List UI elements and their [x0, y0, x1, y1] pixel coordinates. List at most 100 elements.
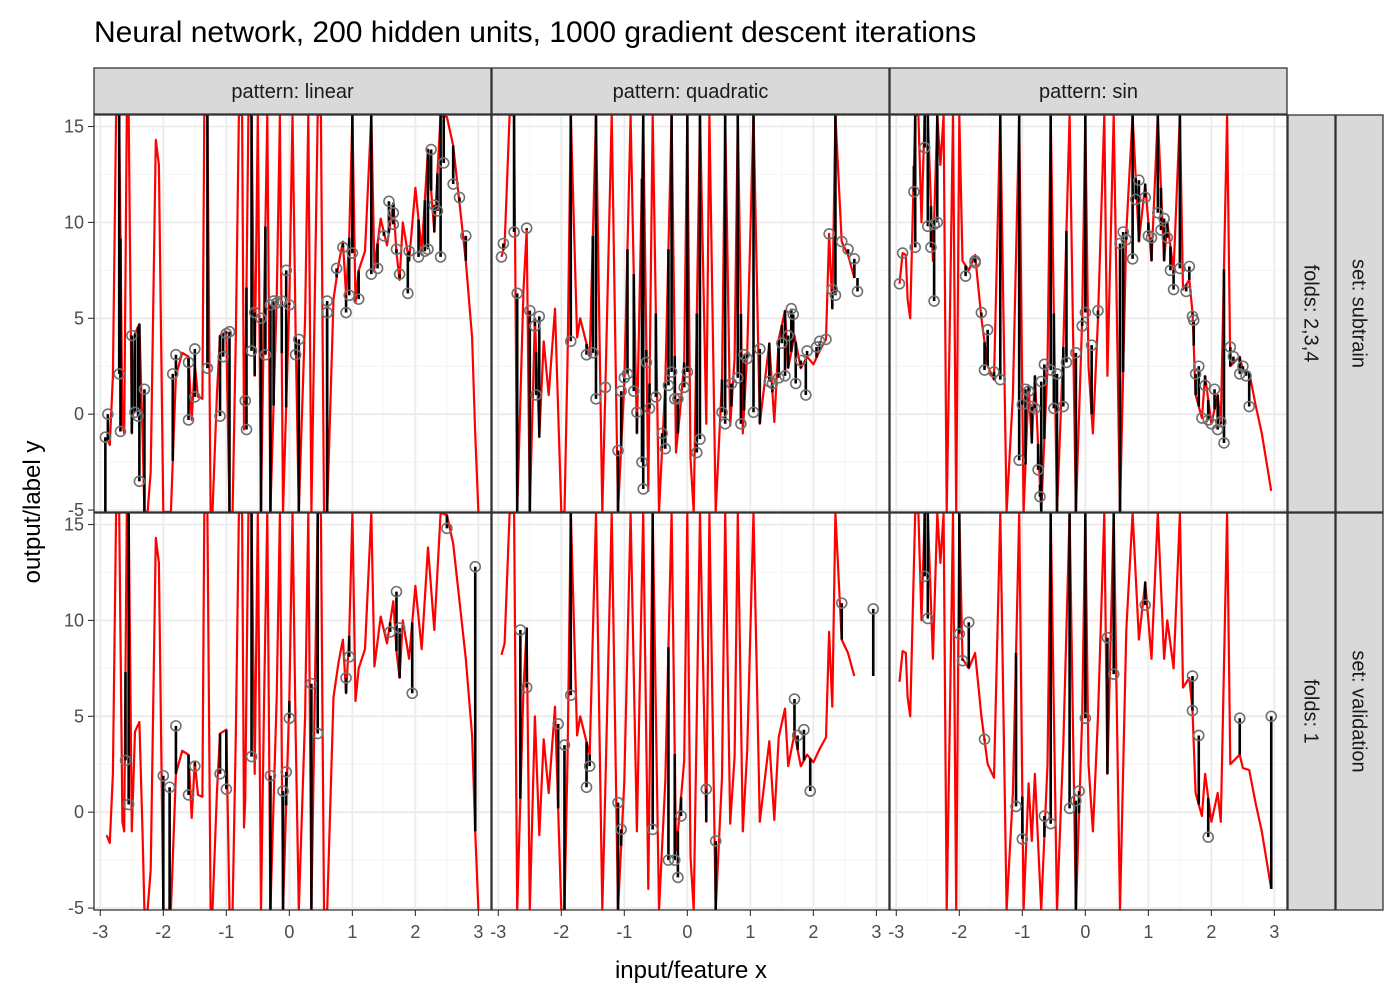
data-point — [994, 373, 1007, 386]
data-point — [102, 408, 114, 420]
data-point — [170, 348, 182, 361]
data-point — [280, 766, 292, 778]
data-point — [800, 389, 812, 401]
data-point — [201, 362, 214, 374]
data-point — [343, 651, 356, 663]
strip-row-1: folds: 1 set: validation — [1287, 512, 1384, 911]
data-point — [908, 185, 920, 198]
data-point — [1073, 785, 1085, 797]
data-point — [719, 417, 731, 430]
data-point — [1155, 224, 1167, 236]
data-point — [1016, 833, 1029, 845]
facet-strip-top — [93, 67, 492, 115]
data-point — [390, 243, 403, 256]
data-point — [922, 612, 934, 625]
panel-border — [491, 114, 890, 513]
data-point — [1126, 253, 1139, 265]
data-point — [133, 475, 146, 488]
data-point — [157, 769, 170, 782]
data-point — [223, 325, 236, 338]
data-point — [788, 693, 801, 705]
x-axis-title: input/feature x — [615, 957, 767, 984]
data-point — [182, 414, 195, 426]
panel-plot-area — [893, 115, 1273, 512]
data-point — [801, 345, 813, 357]
data-point — [1158, 212, 1170, 225]
y-tick-label: 10 — [64, 610, 84, 630]
x-tick-label: 0 — [682, 922, 692, 942]
data-point — [283, 299, 296, 311]
data-point — [918, 141, 931, 154]
y-tick-label: 15 — [64, 515, 84, 535]
y-tick-label: 5 — [74, 308, 84, 328]
facet-strip-set — [1335, 512, 1384, 911]
panel-plot-area — [99, 115, 480, 512]
data-point — [311, 727, 324, 740]
x-tick-label: -3 — [92, 922, 108, 942]
x-tick-label: 2 — [410, 922, 420, 942]
data-point — [422, 243, 434, 256]
data-point — [564, 689, 577, 701]
data-point — [170, 720, 182, 732]
data-point — [453, 191, 466, 204]
data-point — [1208, 383, 1221, 396]
data-point — [1070, 347, 1082, 359]
x-tick-label: 1 — [745, 922, 755, 942]
data-point — [122, 798, 135, 811]
data-point — [893, 277, 906, 290]
prediction-line — [500, 513, 856, 910]
data-point — [1114, 237, 1126, 250]
data-point — [245, 750, 258, 763]
data-point — [434, 251, 447, 263]
data-point — [813, 335, 826, 348]
data-point — [779, 370, 791, 382]
data-point — [520, 222, 533, 234]
data-point — [981, 324, 994, 336]
data-point — [694, 433, 706, 445]
data-point — [524, 304, 536, 317]
data-point — [691, 446, 703, 459]
data-point — [766, 377, 779, 390]
data-point — [785, 302, 798, 315]
x-tick-label: 2 — [1206, 922, 1216, 942]
data-point — [656, 427, 668, 440]
data-point — [580, 781, 593, 794]
data-point — [700, 783, 713, 795]
data-point — [214, 410, 226, 422]
data-point — [402, 287, 414, 300]
data-point — [1120, 233, 1133, 246]
facet-label-pattern: pattern: linear — [231, 81, 354, 103]
data-point — [978, 733, 991, 746]
panel-plot-area — [495, 115, 864, 512]
data-point — [1196, 412, 1208, 424]
data-point — [163, 781, 176, 794]
data-point — [636, 456, 648, 468]
data-point — [1044, 817, 1057, 830]
data-point — [787, 308, 800, 321]
data-point — [1044, 364, 1057, 376]
x-tick-label: 0 — [284, 922, 294, 942]
panel-border — [889, 114, 1288, 513]
data-point — [782, 329, 794, 342]
data-point — [530, 389, 542, 401]
data-point — [340, 306, 352, 319]
data-point — [776, 337, 788, 350]
data-point — [1192, 360, 1205, 373]
y-tick-label: -5 — [68, 898, 84, 918]
data-point — [646, 823, 659, 836]
data-point — [1107, 668, 1120, 680]
data-point — [672, 871, 684, 884]
data-point — [637, 483, 650, 495]
data-point — [662, 854, 675, 866]
data-point — [214, 768, 226, 780]
data-point — [1092, 304, 1104, 317]
data-point — [925, 241, 937, 254]
facet-label-set: set: validation — [1348, 650, 1370, 772]
data-point — [384, 626, 396, 638]
facet-strip-folds — [1287, 114, 1336, 513]
chart-title: Neural network, 200 hidden units, 1000 g… — [94, 16, 976, 49]
data-point — [798, 723, 810, 736]
data-point — [113, 368, 126, 380]
facet-label-pattern: pattern: quadratic — [613, 81, 769, 103]
data-point — [896, 247, 909, 259]
